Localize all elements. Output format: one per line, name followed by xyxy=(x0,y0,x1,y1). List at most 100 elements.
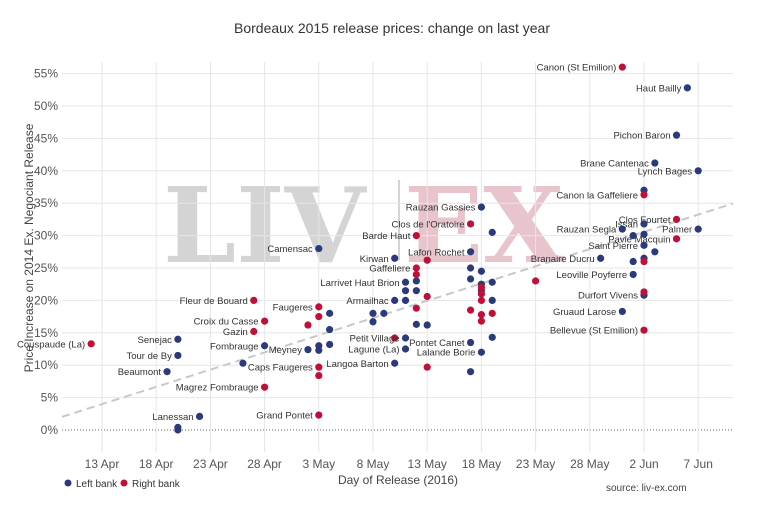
right-bank-point xyxy=(477,290,485,298)
left-bank-point xyxy=(694,167,702,175)
x-tick-label: 3 May xyxy=(302,457,335,471)
left-bank-point xyxy=(326,340,334,349)
point-label: Couspaude (La) xyxy=(17,339,85,350)
chart-title: Bordeaux 2015 release prices: change on … xyxy=(234,20,550,36)
left-bank-point xyxy=(401,296,410,304)
point-label: Camensac xyxy=(267,244,313,255)
y-tick-label: 25% xyxy=(34,261,58,275)
left-bank-point xyxy=(618,307,626,316)
point-label: Lalande Borie xyxy=(417,348,476,359)
left-bank-point xyxy=(423,321,431,329)
right-bank-point xyxy=(423,256,431,264)
left-bank-point xyxy=(488,296,496,304)
left-bank-point xyxy=(369,309,377,317)
left-bank-point xyxy=(401,345,410,353)
left-bank-point xyxy=(174,335,182,343)
y-tick-label: 0% xyxy=(41,423,59,437)
point-label: Brane Cantenac xyxy=(580,159,649,170)
legend: Left bank Right bank xyxy=(64,479,181,490)
point-label: Armailhac xyxy=(346,296,388,307)
left-bank-point xyxy=(261,342,269,350)
left-bank-point xyxy=(466,275,475,283)
left-bank-point xyxy=(315,244,323,253)
right-bank-point xyxy=(412,232,420,240)
point-label: Pavie Macquin xyxy=(608,234,670,245)
x-tick-label: 13 Apr xyxy=(85,457,120,471)
point-label: Durfort Vivens xyxy=(578,291,638,302)
right-bank-point xyxy=(250,327,258,336)
point-label: Lagune (La) xyxy=(348,345,399,356)
left-bank-point xyxy=(629,270,637,279)
left-bank-point xyxy=(412,320,420,328)
right-bank-point xyxy=(315,371,323,380)
right-bank-point xyxy=(488,309,496,317)
y-axis-title: Price Increase on 2014 Ex. Negociant Rel… xyxy=(22,123,36,372)
right-bank-point xyxy=(261,383,269,391)
left-bank-point xyxy=(315,346,323,354)
point-label: Langoa Barton xyxy=(326,359,388,370)
point-label: Petit Village xyxy=(350,333,400,344)
left-bank-point xyxy=(629,232,637,240)
right-bank-point xyxy=(532,277,540,285)
left-bank-point xyxy=(640,220,648,228)
right-bank-point xyxy=(261,317,269,325)
left-bank-point xyxy=(488,278,496,286)
right-bank-point xyxy=(412,270,420,279)
point-label: Clos de l'Oratoire xyxy=(391,219,464,230)
y-tick-label: 40% xyxy=(34,164,58,178)
point-label: Rauzan Segla xyxy=(557,225,617,236)
right-bank-point xyxy=(477,317,485,325)
right-bank-point xyxy=(250,296,258,304)
left-bank-point xyxy=(401,334,410,342)
point-label: Rauzan Gassies xyxy=(406,203,476,214)
left-bank-point xyxy=(477,348,485,356)
right-bank-point xyxy=(466,220,475,228)
x-tick-label: 2 Jun xyxy=(629,457,658,471)
y-tick-label: 35% xyxy=(34,196,58,210)
legend-label-right-bank: Right bank xyxy=(132,479,181,490)
point-label: Senejac xyxy=(138,335,173,346)
left-bank-point xyxy=(488,228,496,236)
point-label: Caps Faugeres xyxy=(248,363,313,374)
left-bank-point xyxy=(466,248,475,256)
x-tick-label: 13 May xyxy=(408,457,447,471)
y-tick-label: 15% xyxy=(34,326,58,340)
left-bank-point xyxy=(477,267,485,275)
left-bank-point xyxy=(369,318,377,326)
left-bank-point xyxy=(683,84,691,92)
point-label: Gruaud Larose xyxy=(553,307,616,318)
point-label: Lynch Bages xyxy=(638,166,693,177)
x-tick-label: 18 May xyxy=(462,457,501,471)
y-tick-label: 5% xyxy=(41,391,59,405)
point-label: Clos Fourtet xyxy=(619,215,671,226)
y-tick-label: 45% xyxy=(34,131,58,145)
right-bank-point xyxy=(672,215,681,223)
point-label: Palmer xyxy=(662,225,692,236)
x-tick-label: 23 May xyxy=(516,457,555,471)
right-bank-point xyxy=(412,264,420,272)
left-bank-point xyxy=(174,351,182,360)
point-label: Croix du Casse xyxy=(194,317,259,328)
legend-label-left-bank: Left bank xyxy=(76,479,118,490)
point-label: Canon la Gaffeliere xyxy=(556,190,638,201)
left-bank-point xyxy=(304,346,312,354)
watermark-liv: LIV xyxy=(163,164,368,287)
source-note: source: liv-ex.com xyxy=(606,483,687,494)
x-tick-label: 28 May xyxy=(570,457,609,471)
left-bank-point xyxy=(466,368,475,376)
left-bank-point xyxy=(401,287,410,295)
point-labels: Haut Bailly Pichon Baron Brane CantenacLyn… xyxy=(17,63,692,423)
point-label: Grand Pontet xyxy=(256,411,313,422)
data-points xyxy=(87,63,702,434)
right-bank-point xyxy=(477,283,485,292)
point-label: Pontet Canet xyxy=(409,338,465,349)
point-label: Gazin xyxy=(223,327,248,338)
left-bank-point xyxy=(380,309,388,317)
right-bank-point xyxy=(315,411,323,419)
right-bank-point xyxy=(412,304,420,312)
legend-marker-right-bank xyxy=(120,479,128,487)
point-label: Larrivet Haut Brion xyxy=(320,278,399,289)
right-bank-point xyxy=(87,340,95,348)
right-bank-point xyxy=(423,363,431,371)
